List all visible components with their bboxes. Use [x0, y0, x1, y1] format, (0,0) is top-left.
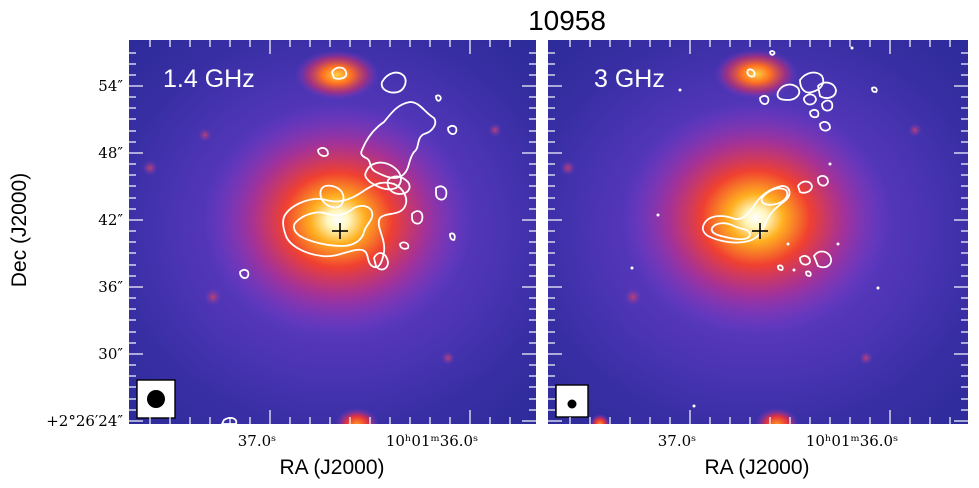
- faint-source: [142, 160, 158, 176]
- faint-source: [859, 351, 873, 365]
- y-tick-label: 54″: [98, 77, 123, 95]
- panel-label: 1.4 GHz: [163, 65, 255, 93]
- y-tick-label: +2°26′24″: [46, 412, 123, 430]
- axis-ticks: [548, 40, 968, 424]
- x-tick-labels: 37.0ˢ 10ʰ01ᵐ36.0ˢ 37.0ˢ 10ʰ01ᵐ36.0ˢ: [238, 432, 898, 450]
- panel-3ghz: 3 GHz: [548, 40, 968, 424]
- y-axis-label: Dec (J2000): [8, 173, 31, 287]
- x-axis-label: RA (J2000): [704, 456, 809, 479]
- beam-indicator: [555, 384, 589, 418]
- faint-source: [204, 288, 222, 306]
- y-tick-label: 48″: [98, 144, 123, 162]
- x-tick-label: 10ʰ01ᵐ36.0ˢ: [806, 432, 898, 450]
- faint-source: [590, 414, 610, 424]
- faint-source: [560, 160, 576, 176]
- radio-contours: [701, 50, 878, 277]
- bottom-source: [755, 408, 799, 424]
- faint-source: [908, 123, 922, 137]
- panel-label: 3 GHz: [594, 65, 665, 93]
- x-tick-label: 37.0ˢ: [238, 432, 276, 450]
- faint-source: [441, 351, 455, 365]
- y-tick-labels: +2°26′24″ 30″ 36″ 42″ 48″ 54″: [46, 77, 123, 430]
- x-axis-label: RA (J2000): [279, 456, 384, 479]
- y-tick-label: 36″: [98, 278, 123, 296]
- axis-ticks: [129, 40, 536, 424]
- panel-1-4ghz: 1.4 GHz: [129, 40, 536, 424]
- y-tick-label: 42″: [98, 211, 123, 229]
- source-position-cross: [332, 223, 348, 239]
- host-galaxy: [203, 102, 473, 338]
- bottom-source: [335, 408, 379, 424]
- faint-source: [624, 288, 642, 306]
- source-position-cross: [752, 223, 768, 239]
- y-tick-label: 30″: [98, 345, 123, 363]
- faint-source: [488, 123, 502, 137]
- figure-title: 10958: [528, 5, 606, 36]
- contour-specks: [630, 46, 880, 408]
- x-tick-label: 37.0ˢ: [658, 432, 696, 450]
- x-tick-label: 10ʰ01ᵐ36.0ˢ: [386, 432, 478, 450]
- host-galaxy: [621, 100, 891, 336]
- radio-contours: [221, 66, 458, 424]
- companion-galaxy: [295, 50, 379, 100]
- beam-indicator: [136, 379, 176, 419]
- faint-source: [198, 128, 212, 142]
- companion-galaxy: [714, 49, 798, 99]
